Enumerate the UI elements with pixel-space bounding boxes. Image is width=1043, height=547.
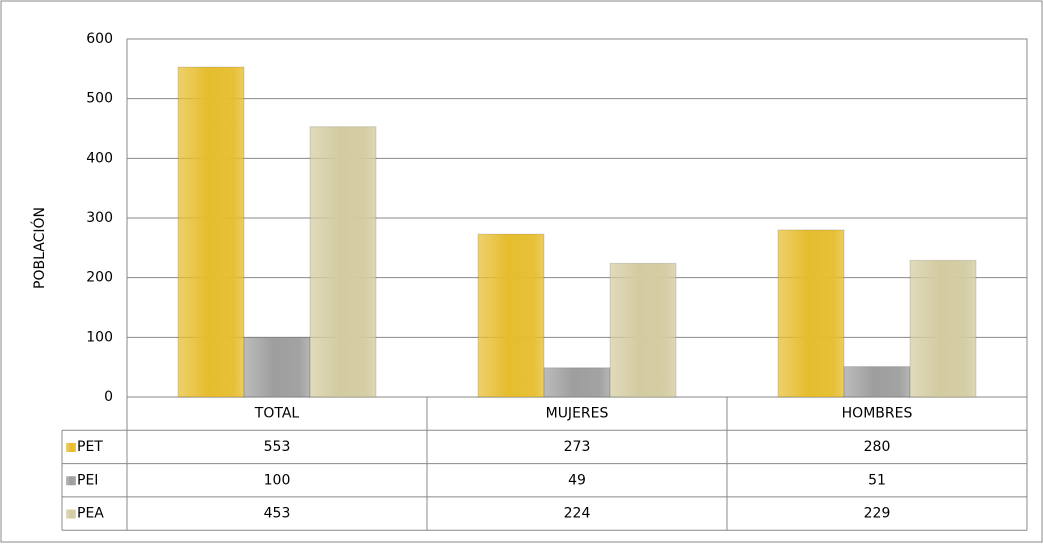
x-tick-label: TOTAL (254, 406, 300, 422)
y-tick-label: 100 (86, 329, 113, 345)
table-value: 273 (564, 439, 591, 455)
table-value: 100 (264, 472, 291, 488)
table-value: 51 (868, 472, 886, 488)
legend-label: PEA (77, 506, 104, 522)
table-value: 453 (264, 506, 291, 522)
table-value: 280 (864, 439, 891, 455)
table-value: 553 (264, 439, 291, 455)
y-tick-label: 300 (86, 210, 113, 226)
y-tick-label: 200 (86, 270, 113, 286)
legend-label: PEI (77, 472, 98, 488)
bar (243, 336, 311, 398)
bar (177, 66, 245, 398)
table-value: 224 (564, 506, 591, 522)
legend-swatch (66, 476, 76, 486)
y-tick-label: 600 (86, 31, 113, 47)
bar (843, 366, 911, 398)
y-tick-label: 500 (86, 91, 113, 107)
bar (477, 233, 545, 398)
table-value: 49 (568, 472, 586, 488)
bar (309, 126, 377, 398)
y-axis-label: POBLACIÓN (30, 207, 48, 289)
y-tick-label: 0 (104, 389, 113, 405)
bar (777, 229, 845, 398)
legend-label: PET (77, 439, 103, 455)
bar (609, 262, 677, 398)
x-tick-label: HOMBRES (842, 406, 913, 422)
bar (909, 259, 977, 398)
legend-swatch (66, 442, 76, 452)
y-tick-label: 400 (86, 150, 113, 166)
x-tick-label: MUJERES (546, 406, 609, 422)
table-value: 229 (864, 506, 891, 522)
bar (543, 367, 611, 398)
legend-swatch (66, 509, 76, 519)
